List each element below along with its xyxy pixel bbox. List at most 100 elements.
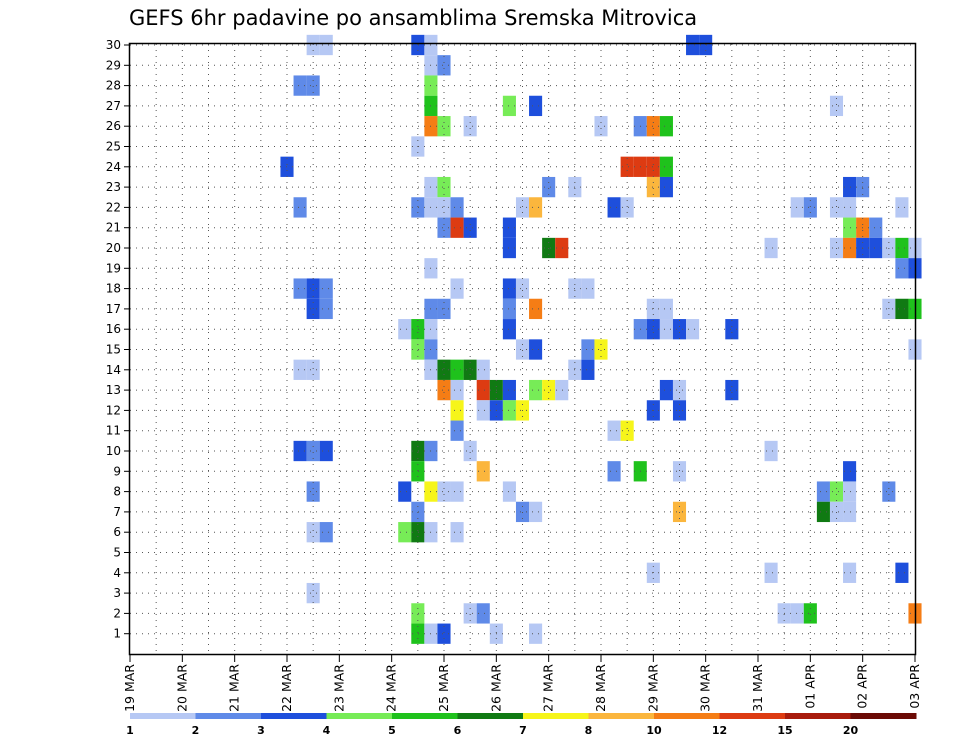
colorbar-swatch <box>457 713 524 719</box>
precip-cell <box>463 217 477 238</box>
precip-cell <box>659 176 673 198</box>
precip-cell <box>502 379 516 401</box>
colorbar-swatch <box>195 713 262 719</box>
precip-cell <box>411 623 425 644</box>
precip-cell <box>646 116 660 137</box>
precip-cell <box>620 197 634 218</box>
precip-cell <box>843 237 857 259</box>
precip-cell <box>306 359 320 380</box>
y-tick-label: 13 <box>106 383 121 397</box>
precip-cell <box>411 339 425 360</box>
colorbar-label: 6 <box>454 724 462 737</box>
precip-cell <box>646 319 660 340</box>
precip-cell <box>437 197 451 218</box>
colorbar: 1 2 3 4 5 6 7 8 10 12 15 20 <box>126 713 917 737</box>
precip-cell <box>398 319 412 340</box>
y-tick-label: 27 <box>106 99 121 113</box>
x-tick-label: 26 MAR <box>488 664 503 712</box>
y-tick-label: 20 <box>106 241 121 255</box>
y-tick-label: 1 <box>113 627 121 641</box>
precip-cell <box>463 116 477 137</box>
precip-cell <box>843 481 857 502</box>
precip-cell <box>646 176 660 198</box>
precip-cell <box>529 501 543 523</box>
precip-cell <box>293 359 307 380</box>
precip-cell <box>476 603 490 624</box>
precip-cell <box>829 501 844 523</box>
x-tick-label: 02 APR <box>855 664 870 709</box>
colorbar-label: 7 <box>519 724 527 737</box>
colorbar-swatch <box>326 713 393 719</box>
x-tick-label: 01 APR <box>802 664 817 709</box>
precip-cell <box>437 176 451 198</box>
precip-cell <box>319 522 333 543</box>
precip-cell <box>411 319 425 340</box>
precip-cell <box>450 522 464 543</box>
y-tick-label: 6 <box>113 525 121 539</box>
colorbar-label: 10 <box>646 724 662 737</box>
precip-cell <box>594 116 608 137</box>
precip-cell <box>293 278 307 299</box>
precip-cell <box>672 379 687 401</box>
precip-cell <box>411 522 425 543</box>
precip-cell <box>843 217 857 238</box>
colorbar-label: 2 <box>192 724 200 737</box>
dotted-grid <box>130 44 915 654</box>
precip-cell <box>843 197 857 218</box>
y-tick-label: 30 <box>106 38 121 52</box>
precip-cell <box>816 481 830 502</box>
precip-cell <box>293 197 307 218</box>
y-tick-label: 18 <box>106 282 121 296</box>
precip-cell <box>790 197 804 218</box>
precip-cell <box>293 75 307 96</box>
precip-cell <box>306 440 320 462</box>
x-tick-label: 24 MAR <box>384 664 399 712</box>
precip-cell <box>437 359 451 380</box>
y-tick-label: 2 <box>113 606 121 620</box>
precip-cell <box>398 522 412 543</box>
y-tick-label: 11 <box>106 424 121 438</box>
x-tick-label: 20 MAR <box>174 664 189 712</box>
precip-cell <box>502 278 516 299</box>
precip-cell <box>529 298 543 320</box>
precip-cell <box>581 339 595 360</box>
precip-cell <box>476 359 490 380</box>
precip-cell <box>843 461 857 482</box>
y-tick-label: 23 <box>106 180 121 194</box>
precip-cell <box>529 95 543 117</box>
y-tick-label: 3 <box>113 586 121 600</box>
precip-cell <box>843 562 857 583</box>
precip-cell <box>882 481 896 502</box>
precip-cell <box>437 217 451 238</box>
precip-cell <box>659 116 673 137</box>
precip-cell <box>542 379 556 401</box>
y-tick-label: 15 <box>106 343 121 357</box>
x-axis: 19 MAR 20 MAR 21 MAR 22 MAR 23 MAR 24 MAR 25 M… <box>122 654 922 712</box>
precip-cell <box>895 258 909 279</box>
precip-cell <box>463 603 477 624</box>
precip-cell <box>450 420 464 441</box>
precip-cell <box>672 461 687 482</box>
precip-cell <box>764 237 778 259</box>
x-tick-label: 25 MAR <box>436 664 451 712</box>
colorbar-swatch <box>850 713 917 719</box>
precip-cell <box>463 440 477 462</box>
chart-title: GEFS 6hr padavine po ansamblima Sremska … <box>129 6 697 30</box>
precip-cell <box>594 339 608 360</box>
precip-cell <box>319 440 333 462</box>
precip-cell <box>581 278 595 299</box>
precip-cell <box>555 379 569 401</box>
colorbar-label: 8 <box>585 724 593 737</box>
precip-cell <box>607 461 621 482</box>
colorbar-swatch <box>261 713 327 719</box>
precip-cell <box>829 95 844 117</box>
y-tick-label: 12 <box>106 403 121 417</box>
x-tick-label: 19 MAR <box>122 664 137 712</box>
y-tick-label: 5 <box>113 546 121 560</box>
precip-cell <box>686 34 700 56</box>
precip-cell <box>869 237 883 259</box>
y-tick-label: 24 <box>106 160 121 174</box>
precip-cell <box>764 440 778 462</box>
x-tick-label: 03 APR <box>907 664 922 709</box>
